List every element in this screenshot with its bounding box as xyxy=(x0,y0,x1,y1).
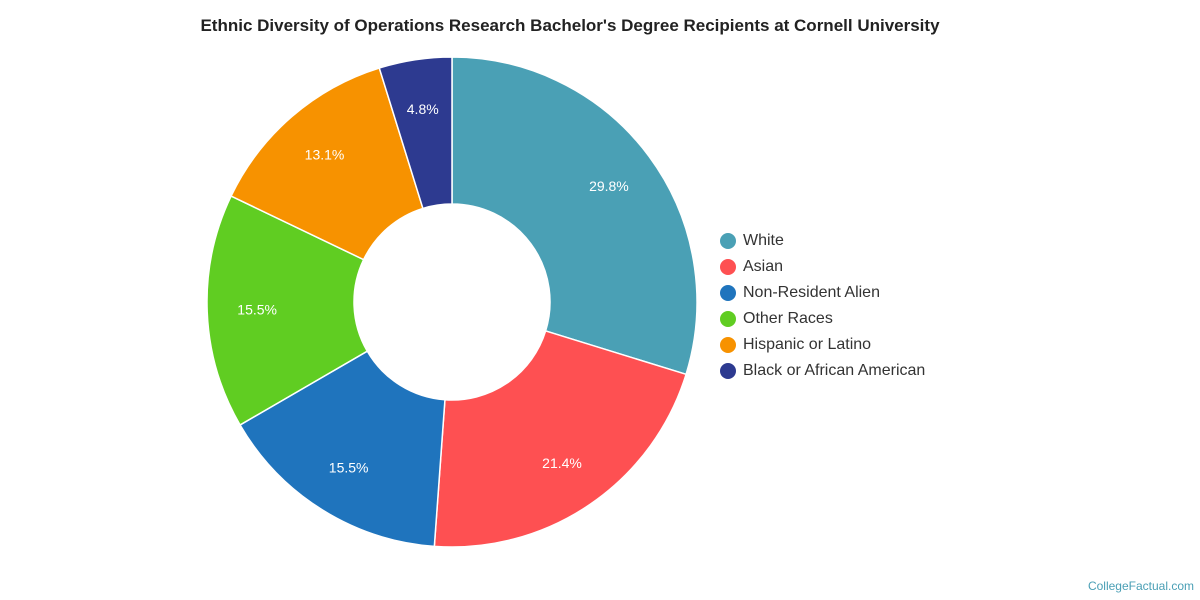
slice-value-label: 13.1% xyxy=(305,146,345,162)
slice-white[interactable] xyxy=(451,56,698,376)
legend-item[interactable]: Other Races xyxy=(720,306,925,332)
slice-value-label: 15.5% xyxy=(237,302,277,318)
slice-value-label: 15.5% xyxy=(329,459,369,475)
slice-value-label: 4.8% xyxy=(407,101,439,117)
legend-swatch xyxy=(720,259,736,275)
legend-item[interactable]: Non-Resident Alien xyxy=(720,280,925,306)
slice-black-or-african-american[interactable] xyxy=(378,56,453,210)
legend-swatch xyxy=(720,337,736,353)
slice-non-resident-alien[interactable] xyxy=(239,350,446,548)
slice-hispanic-or-latino[interactable] xyxy=(230,67,424,261)
legend-item[interactable]: White xyxy=(720,228,925,254)
legend-swatch xyxy=(720,233,736,249)
legend-item[interactable]: Hispanic or Latino xyxy=(720,332,925,358)
legend-swatch xyxy=(720,285,736,301)
legend-swatch xyxy=(720,311,736,327)
slice-value-label: 29.8% xyxy=(589,178,629,194)
chart-title: Ethnic Diversity of Operations Research … xyxy=(200,16,940,35)
legend-item[interactable]: Asian xyxy=(720,254,925,280)
legend-label: White xyxy=(743,232,784,249)
legend-label: Other Races xyxy=(743,310,833,327)
legend-label: Black or African American xyxy=(743,362,926,379)
slice-asian[interactable] xyxy=(433,329,688,548)
slice-other-races[interactable] xyxy=(206,195,369,426)
legend-label: Asian xyxy=(743,258,784,275)
legend-item[interactable]: Black or African American xyxy=(720,358,925,384)
legend-swatch xyxy=(720,363,736,379)
legend: White Asian Non-Resident Alien Other Races H… xyxy=(720,228,925,384)
legend-label: Hispanic or Latino xyxy=(743,336,872,353)
slice-value-label: 21.4% xyxy=(542,455,582,471)
legend-label: Non-Resident Alien xyxy=(743,284,880,301)
source-credit[interactable]: CollegeFactual.com xyxy=(1087,579,1194,593)
